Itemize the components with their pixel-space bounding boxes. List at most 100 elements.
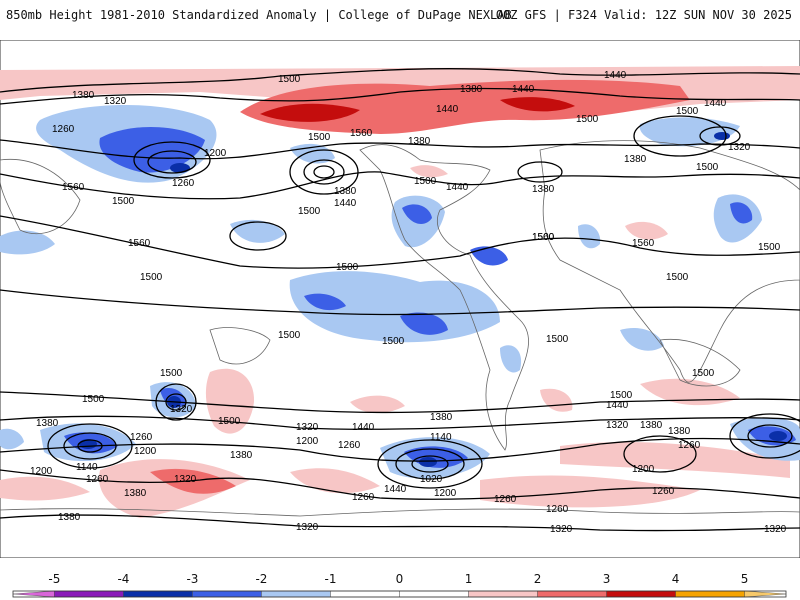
- colorbar-bins: [12, 590, 787, 598]
- negative-anomaly-shading: [0, 105, 800, 479]
- svg-text:1440: 1440: [436, 104, 459, 115]
- svg-text:1320: 1320: [174, 474, 197, 485]
- svg-text:1320: 1320: [296, 422, 319, 433]
- colorbar-bin: [606, 590, 676, 598]
- colorbar-bin: [399, 590, 469, 598]
- svg-text:1500: 1500: [382, 336, 405, 347]
- svg-text:1440: 1440: [334, 198, 357, 209]
- svg-text:1380: 1380: [124, 488, 147, 499]
- colorbar-bin: [537, 590, 607, 598]
- svg-text:1500: 1500: [218, 416, 241, 427]
- svg-text:1500: 1500: [298, 206, 321, 217]
- colorbar-tick-label: 4: [671, 572, 680, 586]
- svg-text:1320: 1320: [104, 96, 127, 107]
- svg-text:1380: 1380: [408, 136, 431, 147]
- contour-labels: 1380 1320 1500 1440 1440 1380 1440 1260 …: [30, 70, 787, 535]
- svg-text:1500: 1500: [666, 272, 689, 283]
- svg-text:1380: 1380: [430, 412, 453, 423]
- colorbar-tick-label: -3: [186, 572, 199, 586]
- colorbar-bin: [675, 590, 745, 598]
- colorbar-frame: [12, 590, 787, 598]
- colorbar: [12, 590, 787, 598]
- colorbar-tick-label: 0: [395, 572, 404, 586]
- colorbar-bin: [123, 590, 193, 598]
- svg-text:1500: 1500: [576, 114, 599, 125]
- svg-text:1500: 1500: [692, 368, 715, 379]
- colorbar-tick-label: 2: [533, 572, 542, 586]
- svg-text:1260: 1260: [130, 432, 153, 443]
- svg-text:1500: 1500: [160, 368, 183, 379]
- svg-text:1200: 1200: [434, 488, 457, 499]
- colorbar-bin: [12, 590, 55, 598]
- land-outlines: [0, 140, 800, 517]
- svg-text:1500: 1500: [308, 132, 331, 143]
- svg-text:1320: 1320: [764, 524, 787, 535]
- svg-text:1380: 1380: [640, 420, 663, 431]
- svg-text:1380: 1380: [36, 418, 59, 429]
- svg-text:1380: 1380: [532, 184, 555, 195]
- svg-text:1500: 1500: [610, 390, 633, 401]
- svg-text:1260: 1260: [352, 492, 375, 503]
- svg-text:1440: 1440: [352, 422, 375, 433]
- svg-text:1440: 1440: [604, 70, 627, 81]
- svg-text:1020: 1020: [420, 474, 443, 485]
- svg-text:1380: 1380: [460, 84, 483, 95]
- svg-text:1500: 1500: [278, 330, 301, 341]
- svg-text:1500: 1500: [112, 196, 135, 207]
- svg-text:1380: 1380: [72, 90, 95, 101]
- svg-text:1320: 1320: [606, 420, 629, 431]
- svg-text:1500: 1500: [532, 232, 555, 243]
- svg-text:1500: 1500: [336, 262, 359, 273]
- height-contours: [0, 68, 800, 532]
- svg-text:1500: 1500: [546, 334, 569, 345]
- colorbar-bin: [468, 590, 538, 598]
- svg-text:1380: 1380: [230, 450, 253, 461]
- anomaly-map: 1380 1320 1500 1440 1440 1380 1440 1260 …: [0, 40, 800, 558]
- svg-text:1320: 1320: [296, 522, 319, 533]
- svg-text:1440: 1440: [512, 84, 535, 95]
- colorbar-tick-label: -2: [255, 572, 268, 586]
- map-header: 850mb Height 1981-2010 Standardized Anom…: [0, 0, 800, 32]
- svg-text:1260: 1260: [678, 440, 701, 451]
- svg-text:1140: 1140: [430, 432, 452, 443]
- svg-text:1380: 1380: [668, 426, 691, 437]
- svg-text:1260: 1260: [172, 178, 195, 189]
- colorbar-bin: [192, 590, 262, 598]
- svg-text:1260: 1260: [652, 486, 675, 497]
- svg-text:1560: 1560: [128, 238, 151, 249]
- svg-text:1560: 1560: [350, 128, 373, 139]
- svg-text:1500: 1500: [696, 162, 719, 173]
- svg-text:1500: 1500: [758, 242, 781, 253]
- svg-text:1200: 1200: [632, 464, 655, 475]
- svg-text:1260: 1260: [546, 504, 569, 515]
- svg-text:1500: 1500: [414, 176, 437, 187]
- colorbar-bin: [261, 590, 331, 598]
- colorbar-tick-label: -1: [324, 572, 337, 586]
- svg-text:1200: 1200: [204, 148, 227, 159]
- svg-text:1200: 1200: [296, 436, 319, 447]
- colorbar-bin: [330, 590, 400, 598]
- colorbar-tick-label: 3: [602, 572, 611, 586]
- svg-text:1440: 1440: [446, 182, 469, 193]
- svg-text:1260: 1260: [494, 494, 517, 505]
- svg-text:1260: 1260: [86, 474, 109, 485]
- svg-text:1500: 1500: [278, 74, 301, 85]
- svg-text:1380: 1380: [624, 154, 647, 165]
- svg-text:1440: 1440: [384, 484, 407, 495]
- svg-text:1200: 1200: [134, 446, 157, 457]
- svg-text:1200: 1200: [30, 466, 53, 477]
- svg-text:1560: 1560: [532, 232, 555, 243]
- colorbar-tick-label: -4: [117, 572, 130, 586]
- svg-text:1440: 1440: [704, 98, 727, 109]
- svg-text:1500: 1500: [676, 106, 699, 117]
- colorbar-tick-label: 5: [740, 572, 749, 586]
- svg-text:1260: 1260: [338, 440, 361, 451]
- svg-text:1140: 1140: [76, 462, 98, 473]
- svg-text:1440: 1440: [606, 400, 629, 411]
- colorbar-tick-label: -5: [48, 572, 61, 586]
- svg-text:1260: 1260: [52, 124, 75, 135]
- svg-text:1500: 1500: [82, 394, 105, 405]
- colorbar-bin: [744, 590, 787, 598]
- svg-text:1380: 1380: [334, 186, 357, 197]
- svg-text:1380: 1380: [58, 512, 81, 523]
